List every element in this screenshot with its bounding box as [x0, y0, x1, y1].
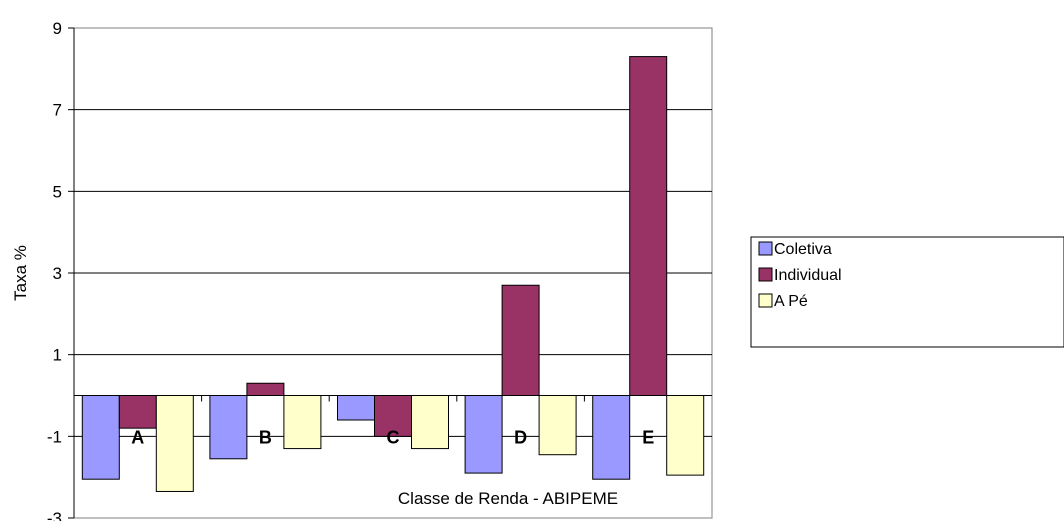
bar-a-p--d [538, 395, 577, 456]
y-tick-label: 3 [53, 264, 62, 283]
legend: Coletiva Individual A Pé [750, 236, 1064, 348]
category-label: E [642, 428, 654, 448]
bar-coletiva-d [464, 395, 503, 474]
y-tick-label: 1 [53, 346, 62, 365]
legend-label: Coletiva [774, 241, 832, 258]
y-tick-label: -3 [47, 509, 62, 521]
bar-individual-d [501, 284, 540, 396]
category-label: D [514, 428, 527, 448]
legend-box [750, 236, 1064, 348]
y-axis-title: Taxa % [11, 245, 30, 301]
legend-label: A Pé [774, 293, 808, 310]
bar-coletiva-b [209, 395, 248, 460]
bar-a-p--c [411, 395, 449, 450]
bar-individual-e [629, 56, 668, 396]
legend-label: Individual [774, 267, 842, 284]
bar-coletiva-c [337, 395, 375, 421]
category-label: C [387, 428, 400, 448]
bar-a-p--a [155, 395, 194, 492]
legend-swatch [758, 267, 773, 282]
bar-coletiva-a [81, 395, 120, 480]
bar-a-p--b [283, 395, 322, 450]
y-tick-label: 7 [53, 101, 62, 120]
category-label: B [259, 428, 272, 448]
legend-swatch [758, 241, 773, 256]
bar-a-p--e [666, 395, 705, 476]
bar-individual-c [374, 395, 412, 437]
y-tick-label: 5 [53, 182, 62, 201]
axes [68, 27, 712, 519]
y-tick-label: -1 [47, 427, 62, 446]
bar-individual-b [246, 382, 285, 396]
bars [81, 56, 705, 492]
bar-coletiva-e [592, 395, 631, 480]
legend-swatch [758, 293, 773, 308]
x-axis-title: Classe de Renda - ABIPEME [398, 489, 618, 508]
bar-individual-a [118, 395, 157, 429]
category-label: A [131, 428, 144, 448]
y-tick-label: 9 [53, 19, 62, 38]
